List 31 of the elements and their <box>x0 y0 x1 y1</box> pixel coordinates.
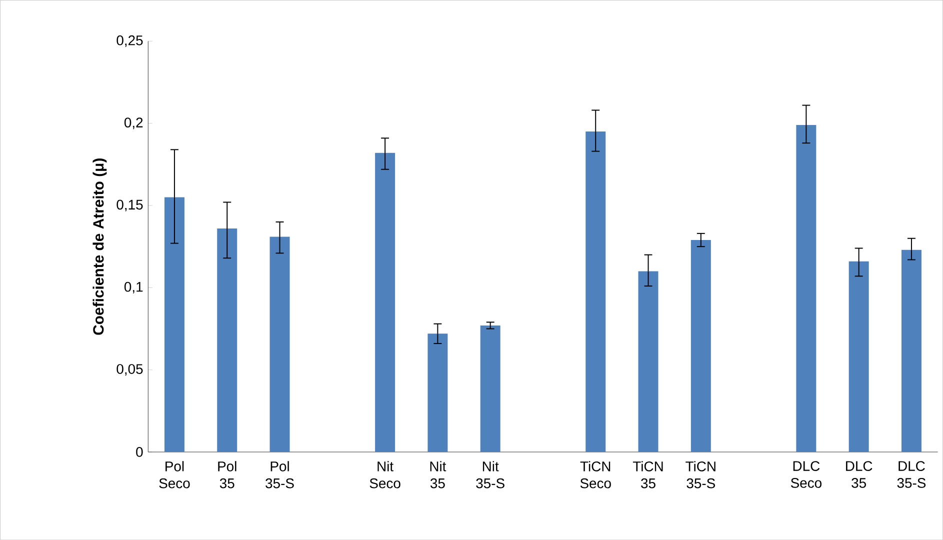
bar <box>428 334 448 452</box>
x-tick-label: Nit Seco <box>370 461 400 488</box>
bar <box>796 124 816 452</box>
x-tick-label: TiCN 35-S <box>686 461 716 488</box>
x-tick-label: Nit 35-S <box>476 461 504 488</box>
bar <box>375 152 396 452</box>
bar <box>217 228 238 452</box>
y-tick-label: 0,05 <box>116 364 143 376</box>
bar <box>690 240 711 452</box>
bar <box>164 197 184 452</box>
y-tick-label: 0,15 <box>116 200 143 212</box>
bar <box>848 261 869 452</box>
bar <box>586 131 606 452</box>
bar <box>638 271 658 452</box>
bar <box>480 325 500 452</box>
x-tick-label: DLC Seco <box>790 461 822 488</box>
y-tick-label: 0 <box>136 446 143 457</box>
y-tick-label: 0,25 <box>116 35 143 47</box>
x-tick-label: Nit 35 <box>430 461 446 488</box>
x-tick-label: Pol 35 <box>218 461 236 488</box>
y-tick-label: 0,1 <box>124 282 143 294</box>
y-axis-title: Coeficiente de Atreito (μ) <box>92 158 107 335</box>
y-tick-label: 0,2 <box>124 117 143 130</box>
x-tick-label: TiCN 35 <box>632 461 663 488</box>
bar <box>901 250 922 452</box>
x-tick-label: DLC 35-S <box>897 461 926 488</box>
bar <box>270 236 290 452</box>
x-tick-label: Pol Seco <box>159 461 190 488</box>
x-tick-label: DLC 35 <box>846 461 872 488</box>
x-tick-label: TiCN Seco <box>580 461 611 488</box>
x-tick-label: Pol 35-S <box>266 461 294 488</box>
